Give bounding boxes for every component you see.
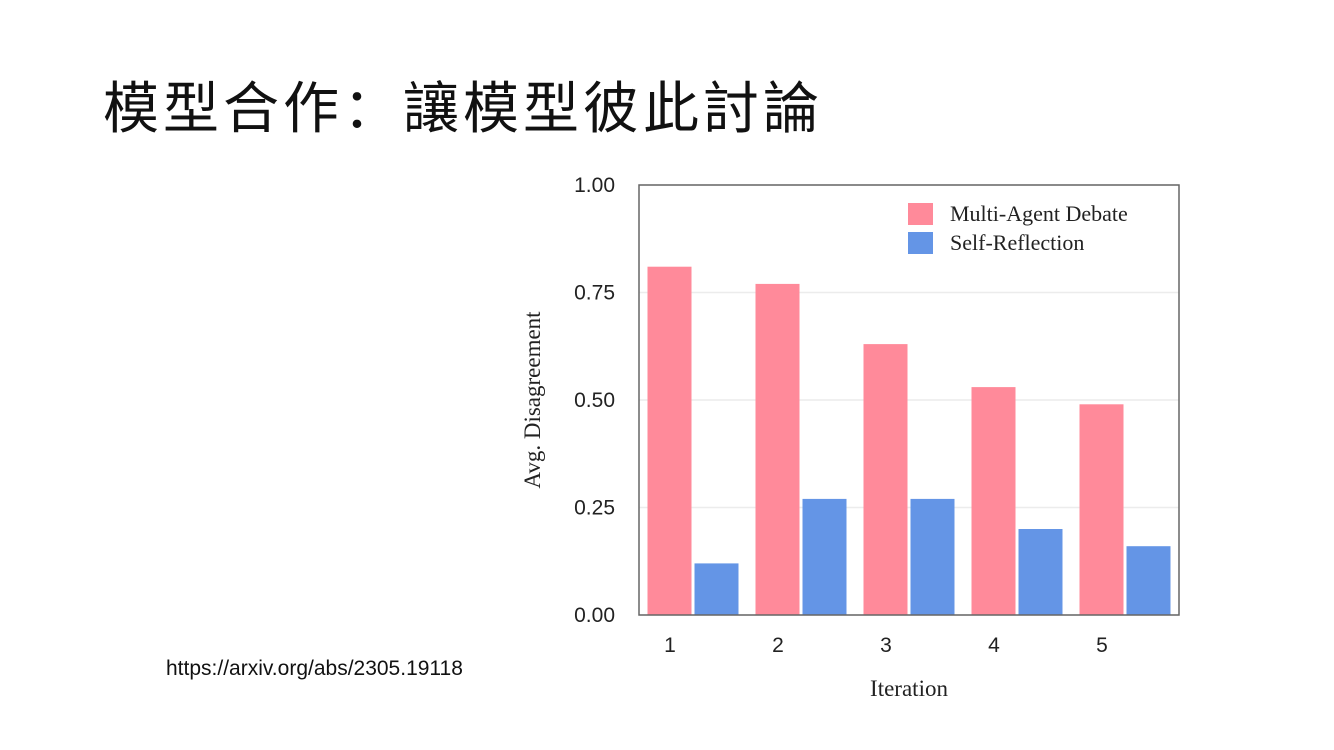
bars [647, 266, 1171, 615]
y-tick-label: 0.00 [574, 604, 615, 627]
y-axis-title: Avg. Disagreement [520, 311, 545, 489]
x-tick-label: 1 [664, 634, 676, 657]
bar-self-reflection-4 [1018, 529, 1063, 615]
legend-swatch [908, 232, 933, 254]
source-link[interactable]: https://arxiv.org/abs/2305.19118 [166, 657, 463, 680]
bar-multi-agent-debate-3 [863, 344, 908, 615]
bar-multi-agent-debate-1 [647, 266, 692, 615]
x-tick-label: 4 [988, 634, 1000, 657]
bar-multi-agent-debate-2 [755, 283, 800, 615]
bar-chart: 0.00 0.25 0.50 0.75 1.00 1 2 3 4 5 Avg. Disagree… [520, 174, 1180, 701]
slide-title: 模型合作：讓模型彼此討論 [103, 77, 823, 142]
bar-multi-agent-debate-4 [971, 387, 1016, 615]
x-axis-title: Iteration [870, 676, 948, 701]
bar-multi-agent-debate-5 [1079, 404, 1124, 615]
x-tick-label: 3 [880, 634, 892, 657]
y-tick-labels: 0.00 0.25 0.50 0.75 1.00 [574, 174, 615, 627]
bar-self-reflection-2 [802, 498, 847, 615]
legend-label: Multi-Agent Debate [950, 201, 1128, 226]
y-tick-label: 0.75 [574, 282, 615, 305]
x-tick-label: 2 [772, 634, 784, 657]
legend-swatch [908, 203, 933, 225]
bar-self-reflection-5 [1126, 546, 1171, 615]
y-tick-label: 1.00 [574, 174, 615, 197]
legend: Multi-Agent Debate Self-Reflection [908, 201, 1128, 255]
bar-self-reflection-1 [694, 563, 739, 615]
legend-label: Self-Reflection [950, 230, 1084, 255]
plot-frame [638, 184, 1180, 616]
x-tick-labels: 1 2 3 4 5 [664, 634, 1108, 657]
x-tick-label: 5 [1096, 634, 1108, 657]
y-tick-label: 0.25 [574, 497, 615, 520]
y-tick-label: 0.50 [574, 389, 615, 412]
bar-self-reflection-3 [910, 498, 955, 615]
